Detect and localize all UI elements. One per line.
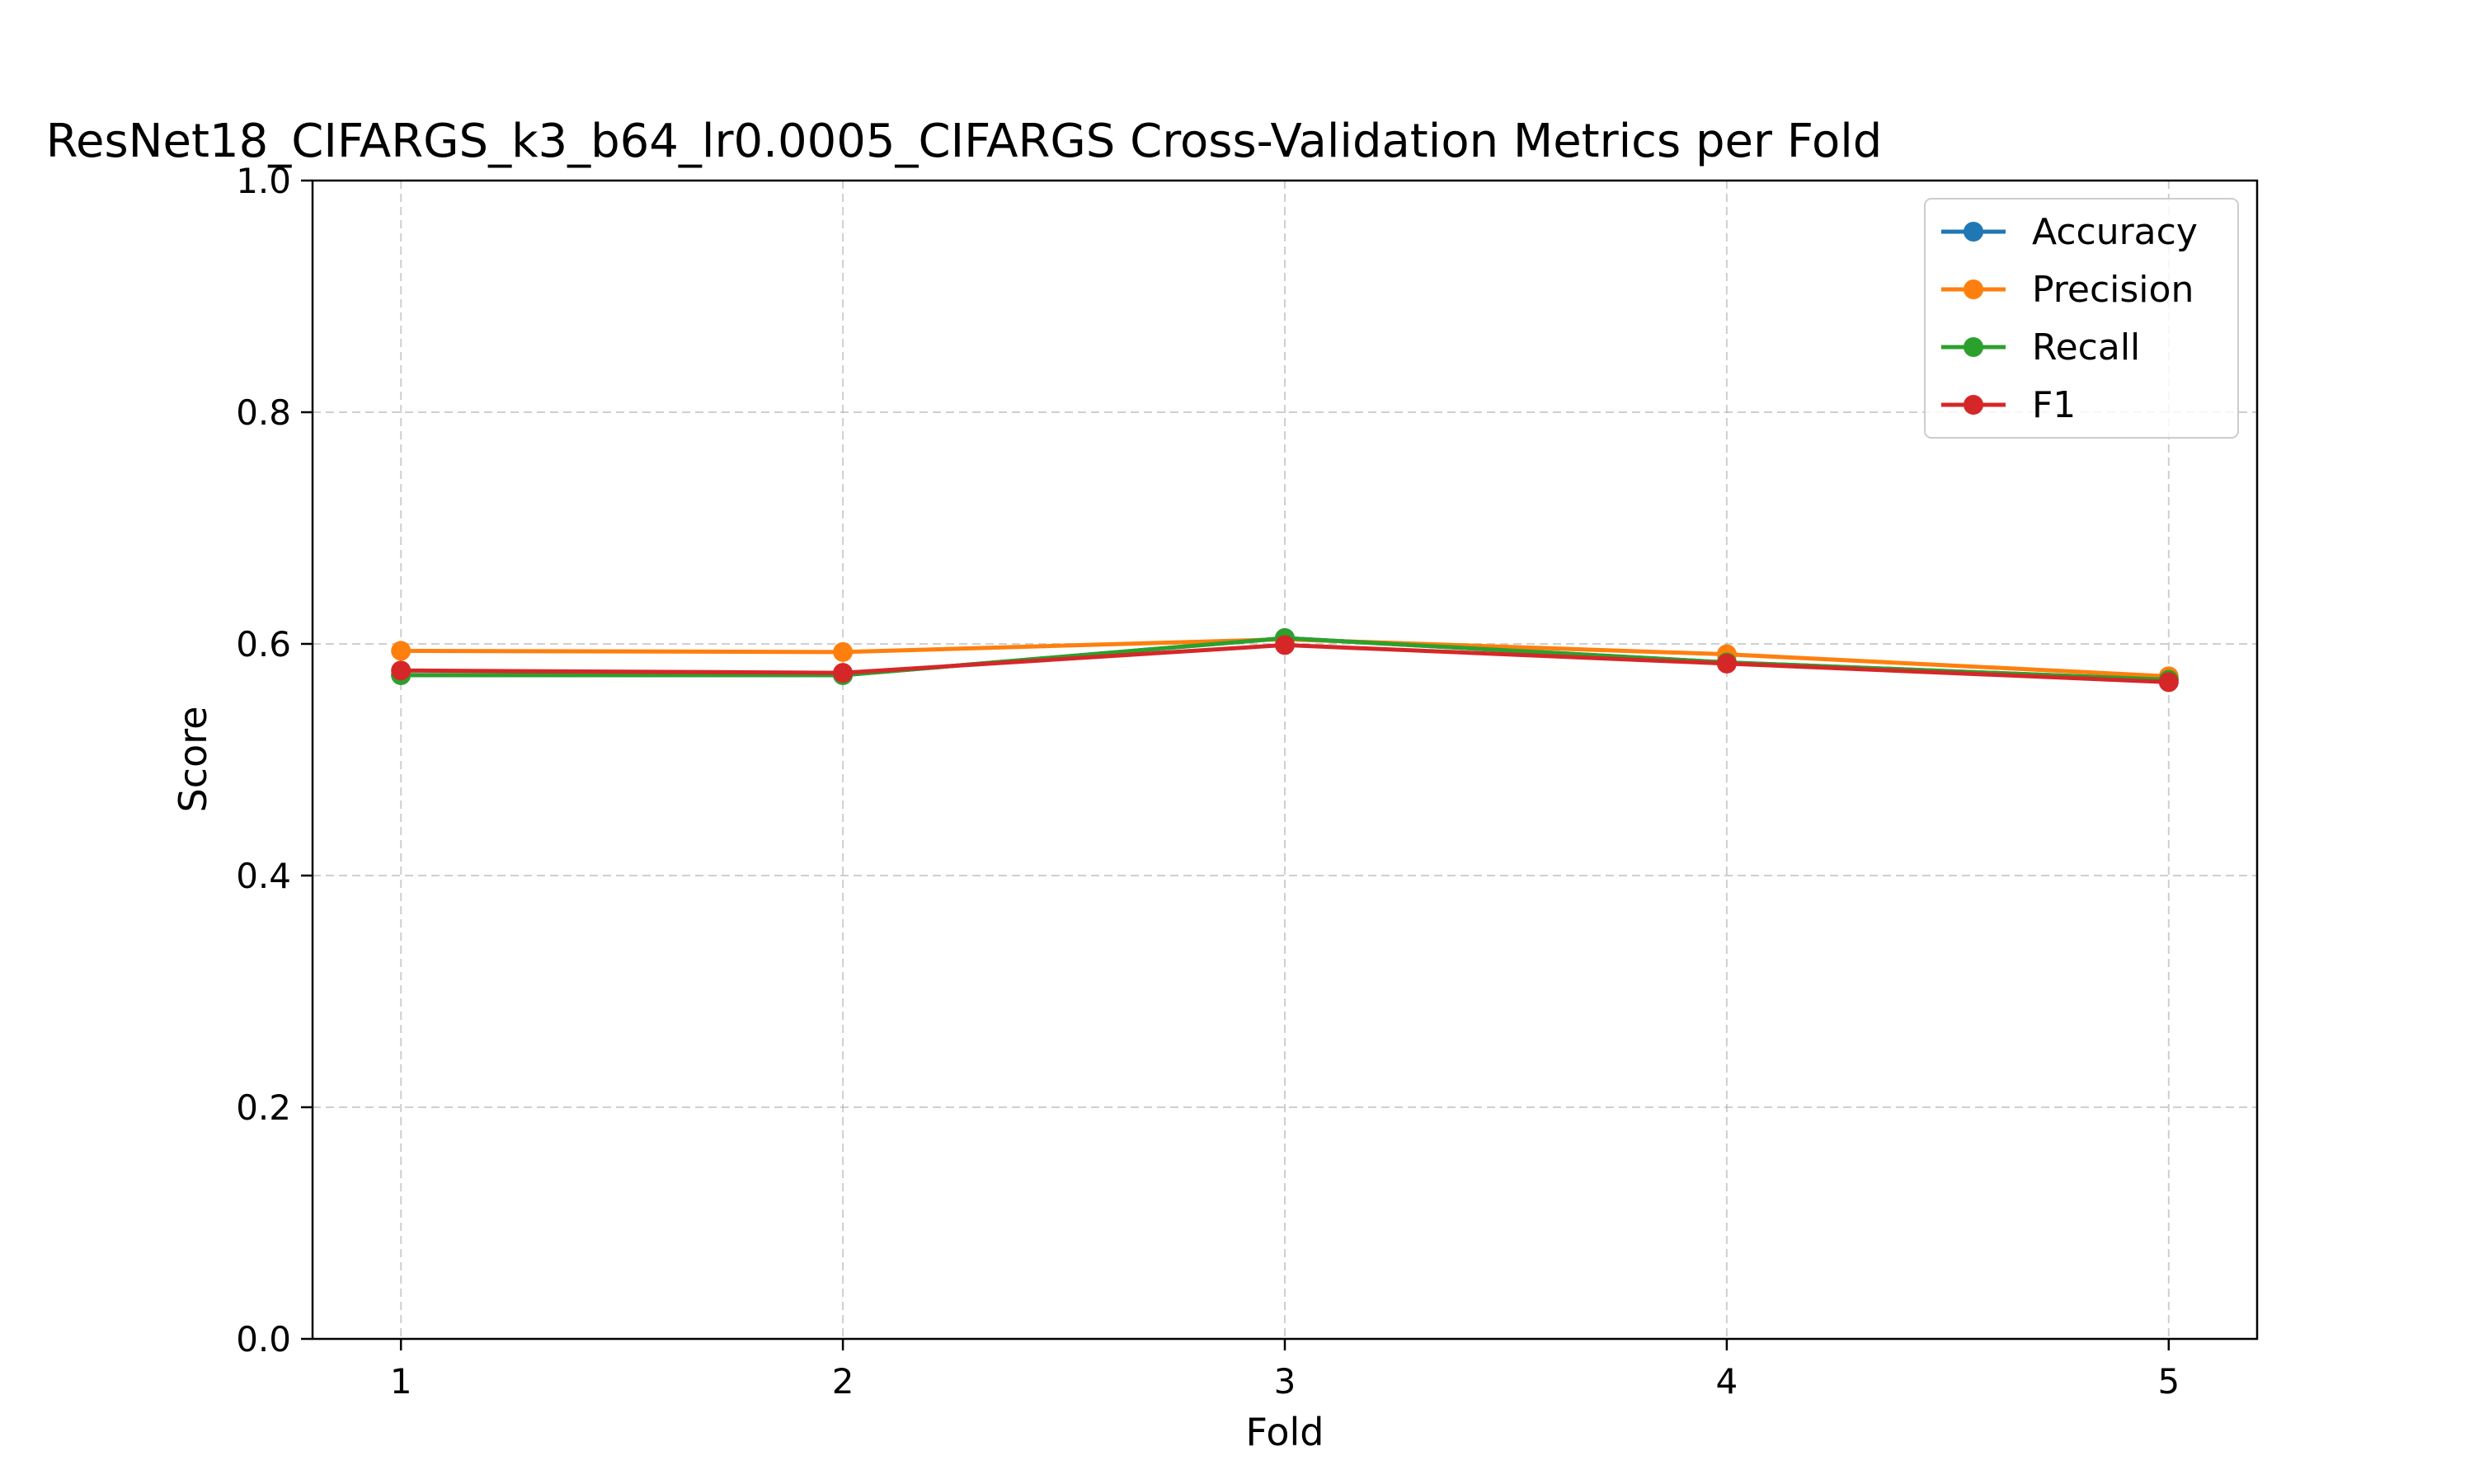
recall-legend-marker xyxy=(1964,337,1983,357)
axis-ticks: 1 2 3 4 5 0.0 0.2 0.4 0.6 0.8 1.0 xyxy=(236,161,2180,1402)
x-tick-label: 5 xyxy=(2157,1361,2180,1402)
precision-data-point xyxy=(391,641,412,661)
f1-legend-marker xyxy=(1964,395,1983,415)
y-tick-label: 0.4 xyxy=(236,856,291,896)
f1-data-point xyxy=(1275,635,1295,655)
f1-data-point xyxy=(1716,653,1737,674)
series-layer xyxy=(391,627,2179,693)
f1-legend-label: F1 xyxy=(2032,384,2076,426)
recall-legend-label: Recall xyxy=(2032,326,2140,369)
x-tick-label: 3 xyxy=(1274,1361,1296,1402)
chart-title: ResNet18_CIFARGS_k3_b64_lr0.0005_CIFARGS… xyxy=(46,115,1883,168)
y-tick-label: 0.2 xyxy=(236,1087,291,1128)
y-axis-label: Score xyxy=(171,707,215,813)
y-tick-label: 0.0 xyxy=(236,1319,291,1360)
x-axis-label: Fold xyxy=(1246,1410,1324,1454)
f1-data-point xyxy=(833,663,854,683)
precision-legend-label: Precision xyxy=(2032,269,2194,311)
x-tick-label: 2 xyxy=(832,1361,854,1402)
legend: Accuracy Precision Recall F1 xyxy=(1924,198,2239,439)
legend-box xyxy=(1924,198,2239,439)
x-tick-label: 4 xyxy=(1716,1361,1738,1402)
y-tick-label: 0.8 xyxy=(236,392,291,433)
x-tick-label: 1 xyxy=(390,1361,412,1402)
f1-data-point xyxy=(391,660,412,681)
y-tick-label: 1.0 xyxy=(236,161,291,201)
precision-legend-marker xyxy=(1964,279,1983,299)
accuracy-legend-label: Accuracy xyxy=(2032,211,2198,253)
precision-data-point xyxy=(833,641,854,662)
f1-data-point xyxy=(2158,672,2179,693)
accuracy-legend-marker xyxy=(1964,222,1983,242)
y-tick-label: 0.6 xyxy=(236,624,291,665)
